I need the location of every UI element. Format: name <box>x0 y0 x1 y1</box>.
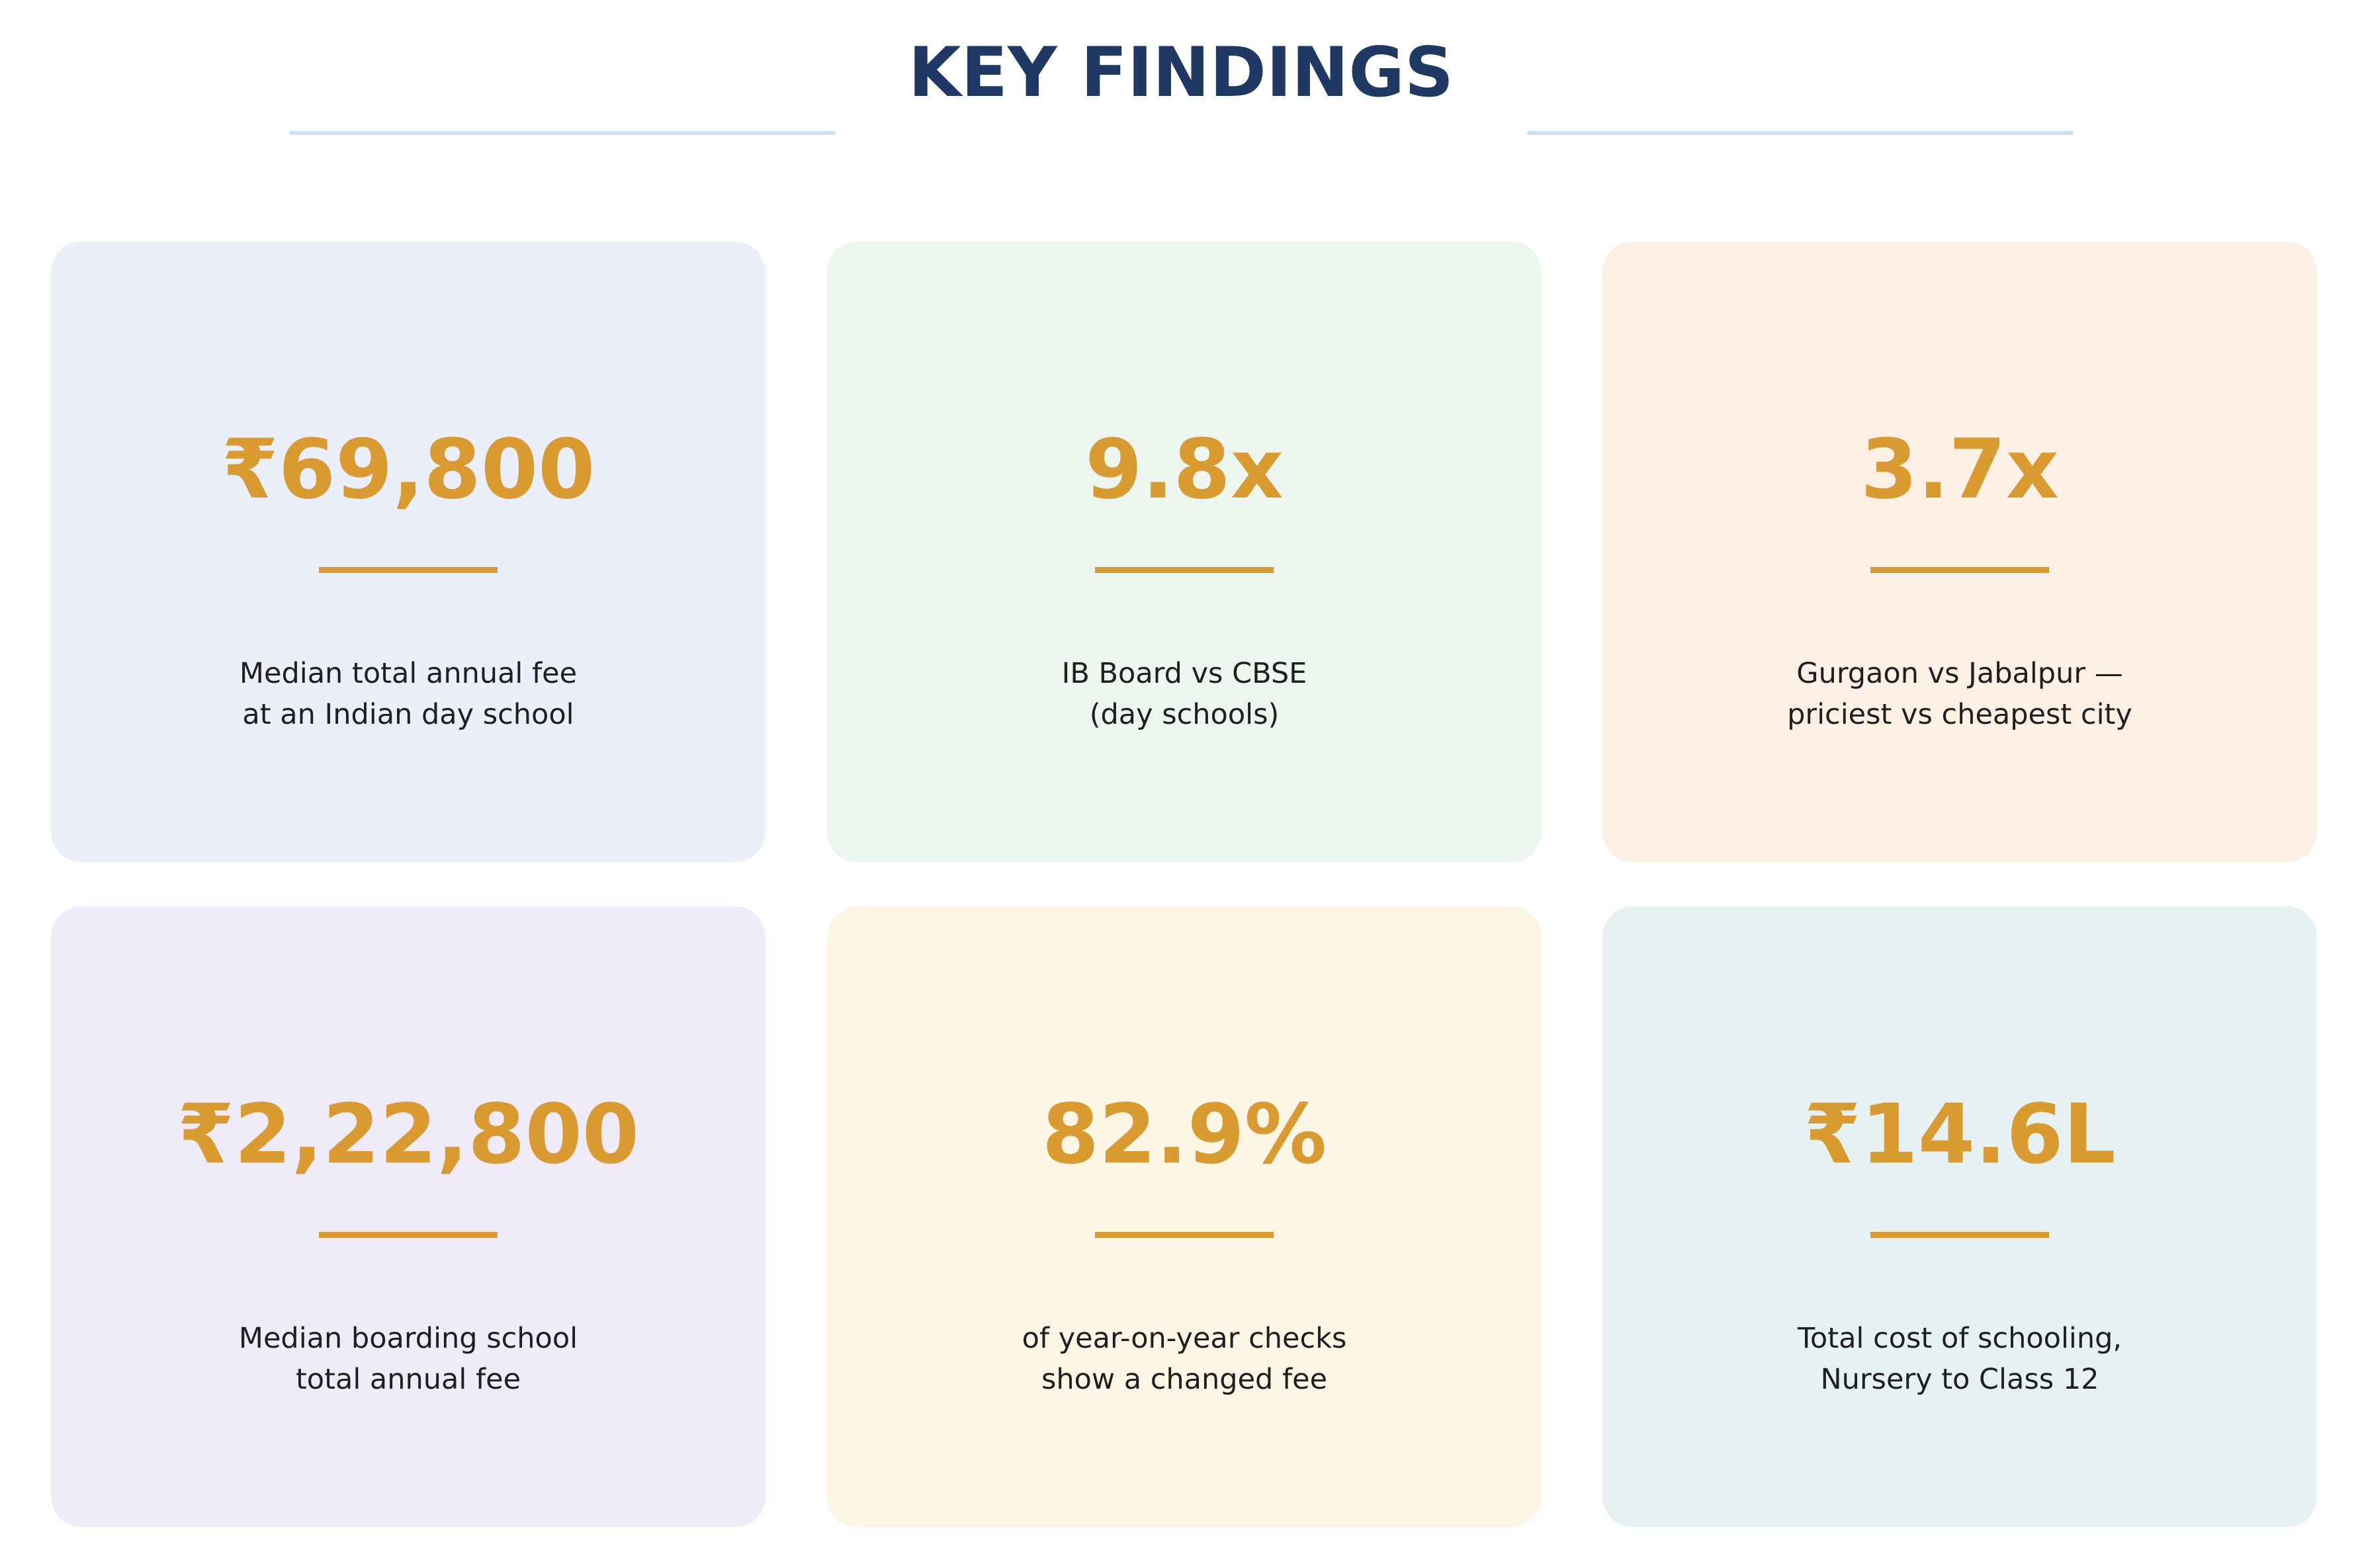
finding-value: 9.8x <box>1085 422 1284 517</box>
finding-description-line-1: Total cost of schooling, <box>1797 1322 2122 1355</box>
finding-description: Gurgaon vs Jabalpur — priciest vs cheape… <box>1642 653 2277 735</box>
finding-description: Total cost of schooling, Nursery to Clas… <box>1642 1318 2277 1400</box>
finding-description-line-1: Median boarding school <box>238 1322 578 1355</box>
finding-description: of year-on-year checks show a changed fe… <box>867 1318 1502 1400</box>
title-rule-right <box>1527 131 2074 135</box>
page-title: KEY FINDINGS <box>908 33 1454 112</box>
finding-description: Median total annual fee at an Indian day… <box>91 653 726 735</box>
finding-description-line-1: Gurgaon vs Jabalpur — <box>1796 657 2123 690</box>
finding-divider <box>319 567 498 573</box>
finding-card-boarding-fee: ₹2,22,800 Median boarding school total a… <box>51 906 765 1527</box>
finding-description-line-2: Nursery to Class 12 <box>1820 1363 2099 1396</box>
finding-divider <box>1095 1232 1274 1238</box>
finding-value: ₹69,800 <box>221 422 595 517</box>
finding-value: ₹14.6L <box>1804 1087 2116 1182</box>
finding-divider <box>1095 567 1274 573</box>
finding-value: ₹2,22,800 <box>177 1087 640 1182</box>
finding-description-line-2: at an Indian day school <box>242 698 574 731</box>
finding-card-ib-vs-cbse: 9.8x IB Board vs CBSE (day schools) <box>827 241 1542 862</box>
finding-divider <box>1870 1232 2049 1238</box>
finding-card-total-cost: ₹14.6L Total cost of schooling, Nursery … <box>1602 906 2317 1527</box>
title-rule-left <box>289 131 836 135</box>
finding-card-day-school-fee: ₹69,800 Median total annual fee at an In… <box>51 241 765 862</box>
finding-description: Median boarding school total annual fee <box>91 1318 726 1400</box>
finding-value: 3.7x <box>1860 422 2059 517</box>
finding-card-city-ratio: 3.7x Gurgaon vs Jabalpur — priciest vs c… <box>1602 241 2317 862</box>
finding-description-line-1: IB Board vs CBSE <box>1061 657 1307 690</box>
finding-divider <box>319 1232 498 1238</box>
finding-value: 82.9% <box>1041 1087 1327 1182</box>
finding-description: IB Board vs CBSE (day schools) <box>867 653 1502 735</box>
finding-description-line-1: Median total annual fee <box>239 657 578 690</box>
finding-description-line-2: show a changed fee <box>1041 1363 1328 1396</box>
finding-description-line-2: priciest vs cheapest city <box>1787 698 2132 731</box>
finding-description-line-2: total annual fee <box>295 1363 521 1396</box>
finding-divider <box>1870 567 2049 573</box>
finding-description-line-2: (day schools) <box>1089 698 1280 731</box>
finding-description-line-1: of year-on-year checks <box>1022 1322 1347 1355</box>
finding-card-fee-change-rate: 82.9% of year-on-year checks show a chan… <box>827 906 1542 1527</box>
